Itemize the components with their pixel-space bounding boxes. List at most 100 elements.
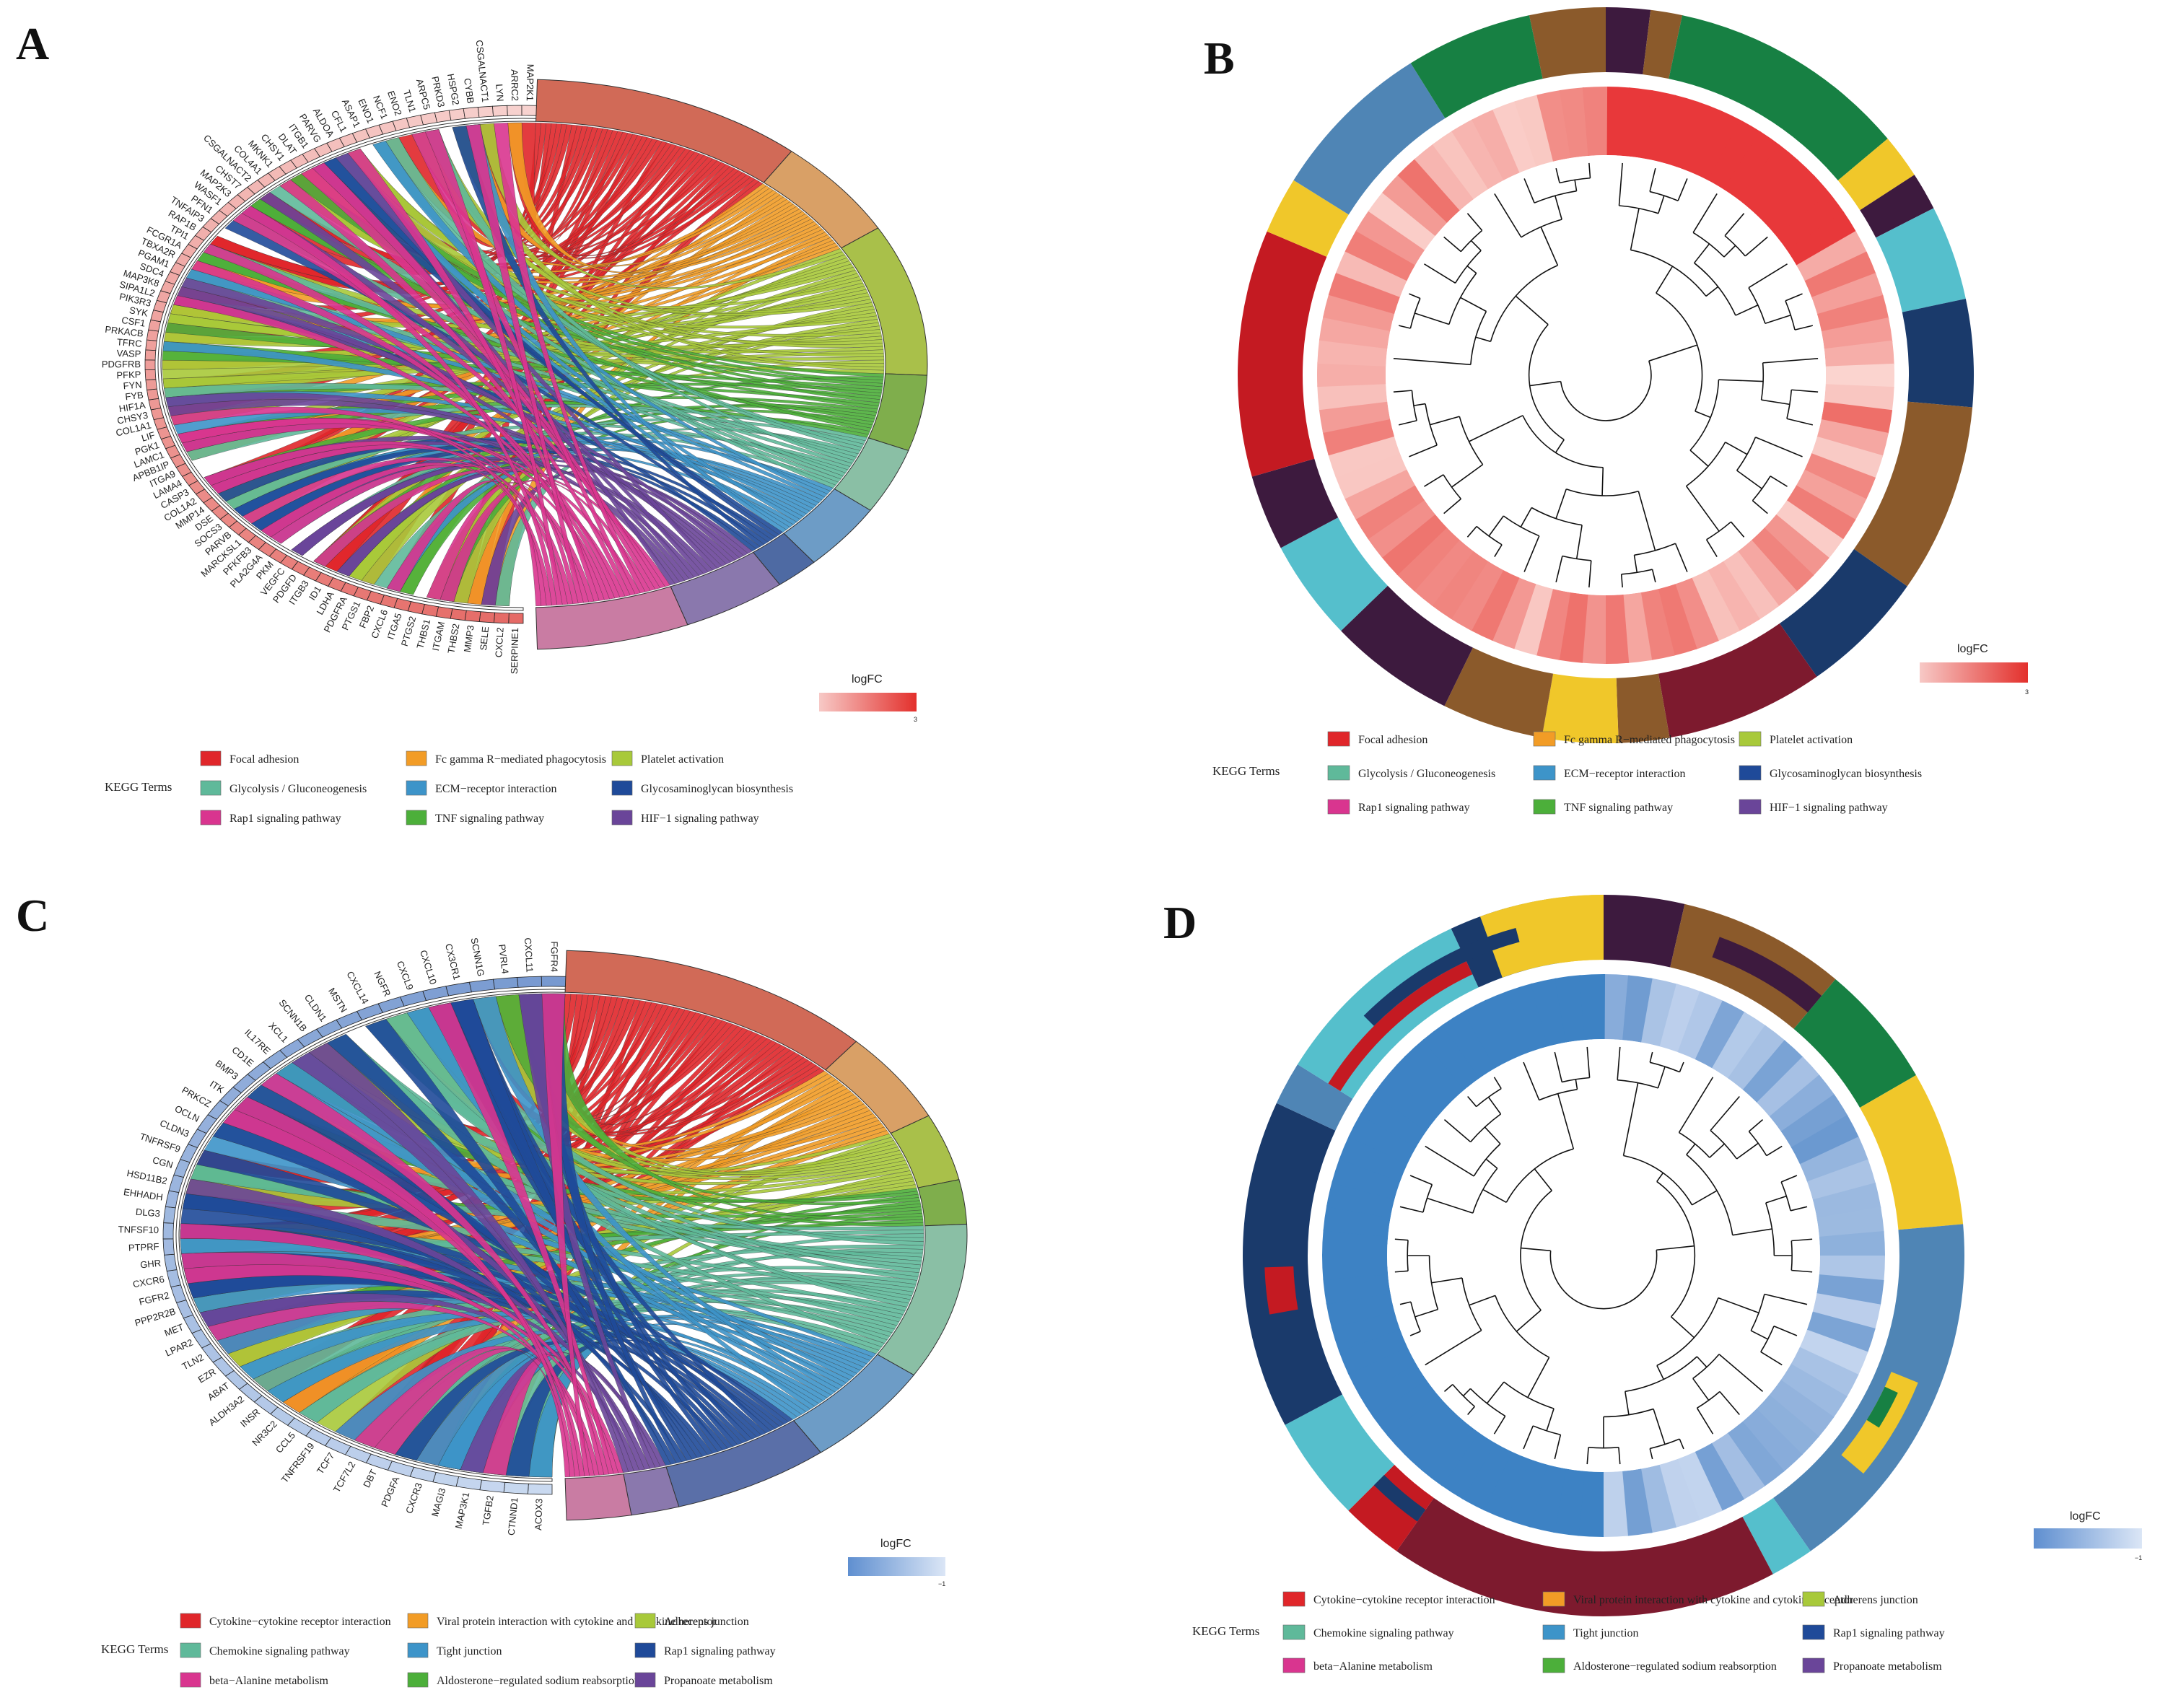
gene-label: BMP3 [214,1058,240,1082]
legend-swatch [1542,1657,1565,1673]
heat-cell [1463,999,1513,1069]
chord-ribbon [386,481,541,606]
legend-item: HIF−1 signaling pathway [641,813,759,825]
legend-swatch [200,750,222,766]
tree-branch [1415,312,1450,325]
gene-cell [147,388,159,400]
pathway-segment [1251,458,1339,548]
heat-cell [1555,975,1586,1043]
tree-branch [1656,266,1674,294]
tree-branch [1649,1051,1653,1063]
tree-branch [1425,1145,1474,1177]
heat-cell [1360,1092,1427,1147]
legend-swatch [1739,799,1762,815]
legend-swatch [1802,1657,1825,1673]
heat-cell [1326,1181,1395,1218]
pathway-segment [1363,928,1520,1026]
legend-item: Cytokine−cytokine receptor interaction [1313,1594,1495,1606]
tree-branch [1588,560,1592,588]
tree-branch [1393,390,1412,393]
gene-label: INSR [238,1406,262,1429]
panel-d-heatmap-ring [1311,963,1896,1548]
heat-cell [1787,211,1857,266]
tree-branch [1469,1295,1496,1306]
gene-cell [463,107,480,119]
heat-cell [1535,588,1571,660]
tree-branch [1677,178,1688,201]
heat-cell [1821,401,1893,435]
tree-branch [1618,162,1623,206]
tree-branch [1630,208,1640,250]
panel-d-logfc-scale: logFC −1 [2034,1510,2142,1562]
gene-label: TCF7L2 [331,1460,358,1494]
gene-cell [455,1476,482,1491]
heat-cell [1819,1231,1885,1258]
heat-cell [1803,453,1876,501]
tree-branch [1649,167,1656,192]
gene-cell [144,349,157,361]
gene-label: CGN [152,1155,175,1170]
tree-branch [1657,1066,1666,1089]
heat-cell [1355,210,1425,266]
tree-arc [1566,489,1639,496]
tree-branch [1656,1245,1695,1251]
heat-cell [1347,1346,1417,1396]
heat-cell [1557,592,1588,663]
tree-branch [1744,236,1768,257]
gene-label: CXCL10 [418,949,439,986]
tree-branch [1780,1175,1798,1183]
gene-cell [146,329,159,341]
tree-branch [1648,344,1698,362]
tree-branch [1785,293,1803,302]
heat-cell [1331,1310,1401,1352]
chord-ribbon [452,126,765,547]
tree-branch [1791,1238,1813,1242]
gene-label: DLG3 [135,1206,160,1219]
heat-cell [1816,294,1889,333]
gene-label: SCNN1G [469,937,487,977]
gene-cell [434,110,452,123]
heat-cell [1323,293,1395,331]
pathway-segment [1837,139,1915,211]
gene-cell [464,610,481,623]
legend-item: Adherens junction [664,1616,749,1628]
gene-label: ITGAM [430,621,447,652]
gene-label: SERPINE1 [509,628,520,675]
heat-cell [1806,1159,1876,1201]
heat-cell [1692,110,1741,181]
tree-branch [1678,1077,1714,1133]
tree-branch [1653,1409,1666,1445]
tree-arc [1490,265,1558,342]
gene-label: VASP [116,348,141,359]
panel-d-dendrogram [1394,1046,1813,1465]
pathway-segment [1238,231,1327,477]
tree-branch [1651,569,1656,583]
heat-cell [1451,118,1505,190]
gene-label: CXCR6 [132,1274,165,1289]
tree-branch [1409,444,1438,457]
gene-label: CXCL14 [344,969,371,1005]
gene-label: SYK [128,305,149,319]
gene-label: CX3CR1 [443,942,463,981]
pathway-segment [1866,1386,1898,1428]
heat-cell [1492,100,1537,173]
panel-a: A SERPINE1CXCL2SELEMMP3THBS2ITGAMTHBS1PT… [16,18,928,825]
gene-cell [492,105,508,117]
gene-label: OCLN [173,1103,201,1124]
tree-arc [1706,521,1732,540]
gene-label: PVRL4 [497,944,511,975]
legend-item: Fc gamma R−mediated phagocytosis [435,753,606,766]
heat-cell [1344,229,1416,281]
gene-cell [145,379,157,390]
heat-cell [1413,539,1474,606]
gene-label: MAP2K1 [525,64,536,102]
gene-label: NR3C2 [250,1419,279,1448]
heat-cell [1640,90,1676,162]
pathway-segment [1643,9,1683,79]
legend-item: Chemokine signaling pathway [209,1645,350,1657]
pathway-segment [1293,63,1446,215]
gene-label: CCL5 [274,1430,297,1455]
heat-cell [1726,1421,1785,1487]
pathway-segment [1410,15,1543,118]
heat-cell [1317,382,1388,411]
